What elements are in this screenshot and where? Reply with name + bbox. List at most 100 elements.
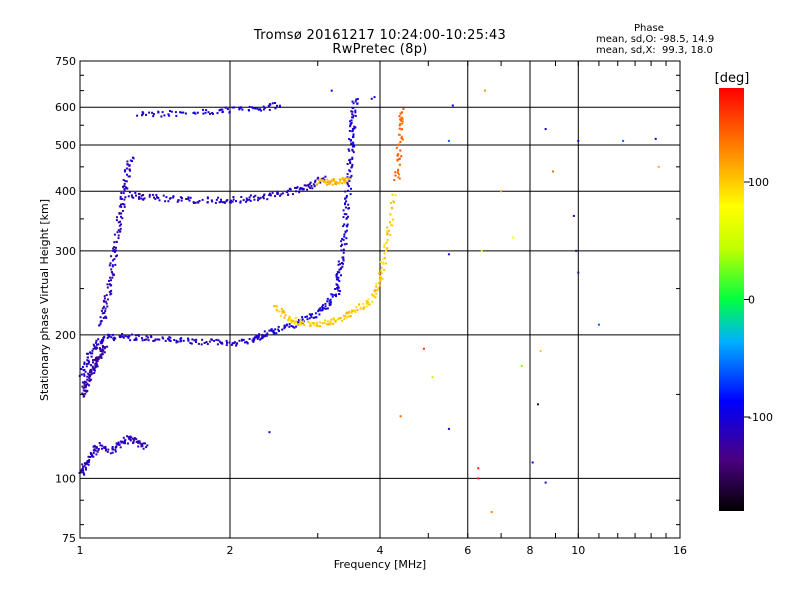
echo-point: [111, 276, 114, 279]
echo-point: [92, 368, 95, 371]
echo-point: [176, 340, 179, 343]
echo-point: [120, 203, 122, 206]
echo-point: [106, 336, 109, 339]
echo-point: [93, 372, 96, 374]
echo-point: [103, 346, 106, 349]
echo-point: [104, 315, 107, 318]
echo-point: [314, 180, 317, 183]
echo-point: [398, 127, 401, 130]
echo-point: [184, 112, 187, 115]
echo-point: [380, 276, 383, 279]
echo-point: [103, 305, 105, 308]
echo-point: [386, 226, 389, 229]
echo-point: [224, 201, 226, 204]
y-tick-label: 200: [55, 329, 76, 342]
echo-point: [401, 138, 404, 141]
echo-point: [398, 115, 401, 118]
echo-point: [341, 178, 344, 181]
echo-point: [484, 89, 487, 92]
echo-point: [133, 438, 136, 441]
echo-point: [123, 185, 126, 187]
echo-point: [157, 197, 160, 199]
echo-point: [266, 332, 269, 335]
echo-point: [357, 303, 360, 306]
echo-point: [228, 110, 231, 113]
y-tick-label: 100: [55, 472, 76, 485]
echo-point: [373, 289, 376, 292]
echo-point: [123, 182, 126, 185]
echo-point: [88, 379, 91, 382]
echo-point: [208, 340, 211, 343]
echo-point: [342, 238, 345, 241]
echo-point: [379, 284, 381, 287]
echo-point: [334, 180, 336, 183]
echo-point: [304, 316, 307, 318]
echo-point: [110, 336, 113, 339]
echo-point: [83, 465, 86, 468]
echo-point: [371, 294, 374, 297]
echo-point: [394, 174, 397, 177]
echo-point: [137, 445, 140, 448]
echo-point: [126, 163, 129, 166]
echo-point: [385, 241, 388, 244]
echo-point: [105, 448, 107, 451]
echo-point: [221, 201, 224, 204]
echo-point: [111, 451, 114, 454]
echo-point: [292, 193, 294, 196]
echo-point: [95, 446, 98, 449]
echo-point: [85, 468, 87, 471]
echo-point: [398, 124, 401, 127]
echo-point: [274, 195, 276, 198]
echo-point: [230, 343, 233, 346]
echo-point: [179, 196, 182, 199]
echo-point: [126, 187, 129, 190]
echo-point: [342, 259, 345, 262]
echo-point: [376, 289, 379, 292]
x-tick-label: 10: [571, 544, 585, 557]
echo-point: [100, 339, 103, 342]
echo-point: [122, 436, 125, 439]
echo-point: [271, 102, 274, 105]
echo-point: [329, 301, 332, 304]
echo-point: [326, 183, 328, 186]
echo-point: [306, 315, 308, 318]
echo-point: [371, 300, 374, 303]
echo-point: [217, 339, 220, 342]
echo-point: [329, 180, 332, 183]
echo-point: [128, 334, 131, 337]
echo-point: [302, 187, 305, 190]
echo-point: [97, 343, 100, 346]
echo-point: [331, 293, 334, 296]
echo-point: [103, 312, 106, 314]
echo-point: [397, 169, 399, 172]
echo-point: [261, 334, 264, 336]
echo-point: [206, 201, 209, 204]
echo-point: [341, 243, 343, 246]
echo-point: [80, 373, 83, 376]
echo-point: [348, 169, 351, 172]
echo-point: [91, 365, 94, 368]
echo-point: [338, 280, 341, 283]
echo-point: [235, 200, 237, 203]
echo-point: [83, 373, 86, 376]
echo-point: [480, 249, 483, 252]
echo-point: [248, 105, 251, 108]
echo-point: [111, 272, 114, 275]
echo-point: [338, 293, 341, 295]
echo-point: [251, 339, 254, 342]
echo-point: [95, 361, 98, 364]
echo-point: [106, 298, 109, 301]
echo-point: [101, 350, 104, 353]
echo-point: [233, 106, 236, 109]
echo-point: [350, 187, 352, 190]
echo-point: [302, 320, 305, 323]
echo-point: [236, 342, 239, 345]
echo-point: [395, 146, 398, 149]
echo-point: [351, 127, 354, 130]
echo-point: [349, 158, 352, 161]
echo-point: [104, 300, 107, 303]
echo-point: [400, 137, 403, 140]
echo-point: [261, 336, 264, 339]
echo-point: [94, 359, 97, 362]
